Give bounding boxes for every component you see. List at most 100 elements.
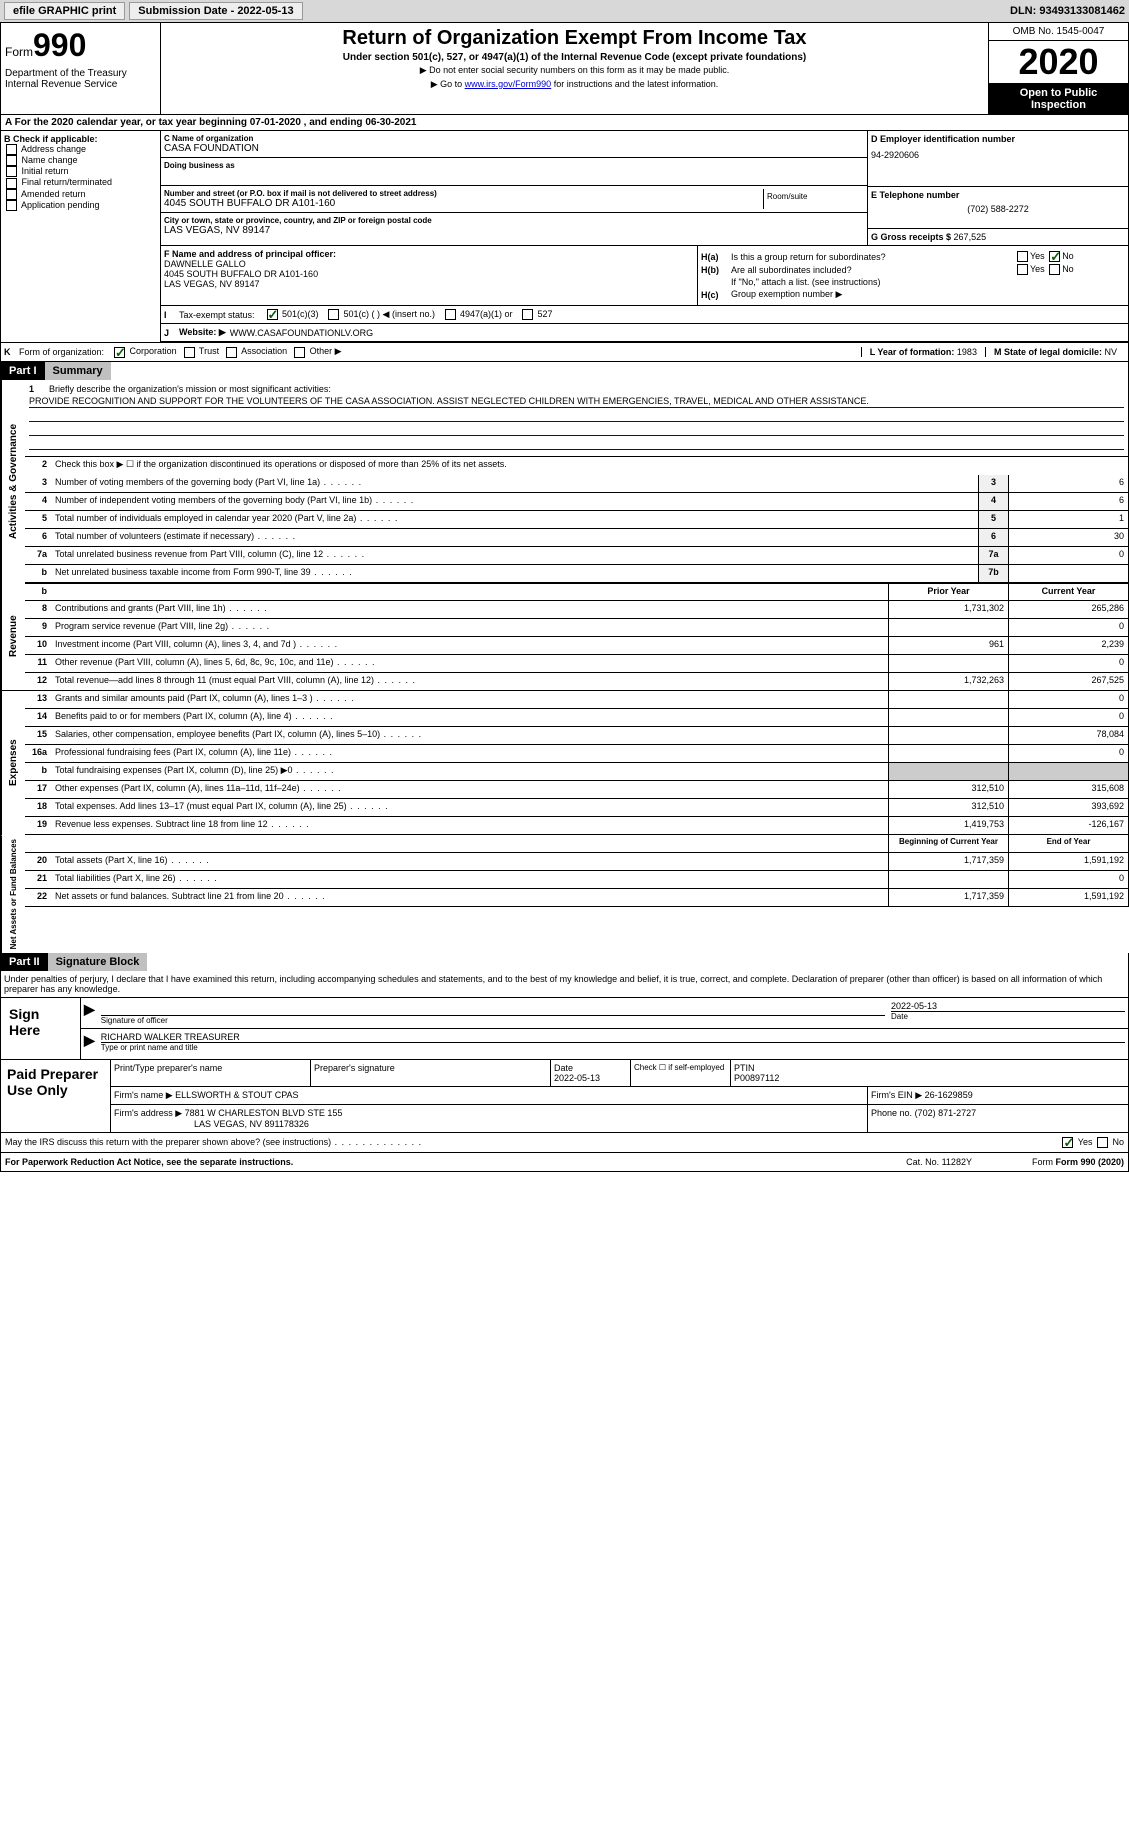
table-row: 14Benefits paid to or for members (Part … [25,709,1129,727]
city-label: City or town, state or province, country… [164,216,864,225]
table-row: 22Net assets or fund balances. Subtract … [25,889,1129,907]
part1-label: Part I [1,362,45,380]
irs-link[interactable]: www.irs.gov/Form990 [465,79,552,89]
k-opts: Corporation Trust Association Other ▶ [112,346,347,357]
addr-label: Number and street (or P.O. box if mail i… [164,189,763,198]
table-row: 4Number of independent voting members of… [25,493,1129,511]
submission-date: Submission Date - 2022-05-13 [129,2,302,20]
tax-year: 2020 [989,41,1128,84]
prep-sig-header: Preparer's signature [311,1060,551,1086]
sign-here-label: Sign Here [1,998,81,1059]
gross-value: 267,525 [954,232,987,242]
table-row: bNet unrelated business taxable income f… [25,565,1129,583]
form-footer: Form Form 990 (2020) [1032,1157,1124,1167]
ptin-value: P00897112 [734,1073,1125,1083]
officer-addr2: LAS VEGAS, NV 89147 [164,279,694,289]
efile-button[interactable]: efile GRAPHIC print [4,2,125,20]
m-val: NV [1104,347,1117,357]
b-check-item: Name change [4,155,157,166]
table-row: 11Other revenue (Part VIII, column (A), … [25,655,1129,673]
prep-name-header: Print/Type preparer's name [111,1060,311,1086]
hb-note: If "No," attach a list. (see instruction… [701,277,1125,287]
prep-phone-label: Phone no. [871,1108,912,1118]
sig-officer-label: Signature of officer [101,1015,885,1025]
prep-phone: (702) 871-2727 [915,1108,977,1118]
i-text: Tax-exempt status: [179,310,255,320]
hc-text: Group exemption number ▶ [731,289,1125,300]
table-row: 21Total liabilities (Part X, line 26)0 [25,871,1129,889]
form-number: 990 [33,27,86,63]
ein-value: 94-2920606 [871,150,1125,160]
k-label: K [4,347,19,357]
disclaimer: Under penalties of perjury, I declare th… [0,971,1129,998]
form-footer-text: Form 990 (2020) [1055,1157,1124,1167]
side-revenue: Revenue [1,583,25,691]
c-name-label: C Name of organization [164,134,864,143]
ptin-header: PTIN [734,1063,1125,1073]
print-name-label: Type or print name and title [101,1042,1125,1052]
link-pre: ▶ Go to [431,79,465,89]
dept-label: Department of the Treasury Internal Reve… [5,68,156,90]
ein-label: D Employer identification number [871,134,1125,144]
table-row: 6Total number of volunteers (estimate if… [25,529,1129,547]
b-check-item: Application pending [4,200,157,211]
table-row: 5Total number of individuals employed in… [25,511,1129,529]
hb-label: H(b) [701,265,731,275]
prep-date: 2022-05-13 [554,1073,627,1083]
gross-label: G Gross receipts $ [871,232,954,242]
prep-date-header: Date [554,1063,627,1073]
form-prefix: Form [5,45,33,59]
end-year-header: End of Year [1008,835,1128,852]
row-a: A For the 2020 calendar year, or tax yea… [0,115,1129,131]
table-row: 13Grants and similar amounts paid (Part … [25,691,1129,709]
current-year-header: Current Year [1008,584,1128,600]
begin-year-header: Beginning of Current Year [888,835,1008,852]
org-name: CASA FOUNDATION [164,143,864,154]
col-b-checks: B Check if applicable: Address change Na… [1,131,161,342]
l-val: 1983 [957,347,977,357]
cat-no: Cat. No. 11282Y [906,1157,972,1167]
firm-ein: 26-1629859 [925,1090,973,1100]
b-title: B Check if applicable: [4,134,157,144]
table-row: 7aTotal unrelated business revenue from … [25,547,1129,565]
table-row: 15Salaries, other compensation, employee… [25,727,1129,745]
link-post: for instructions and the latest informat… [551,79,718,89]
open-public: Open to Public Inspection [989,84,1128,114]
part1-title: Summary [45,362,111,380]
phone-value: (702) 588-2272 [871,204,1125,214]
table-row: 20Total assets (Part X, line 16)1,717,35… [25,853,1129,871]
firm-addr-label: Firm's address ▶ [114,1108,182,1118]
firm-ein-label: Firm's EIN ▶ [871,1090,922,1100]
form-title: Return of Organization Exempt From Incom… [165,27,984,50]
side-expenses: Expenses [1,691,25,835]
table-row: 16aProfessional fundraising fees (Part I… [25,745,1129,763]
phone-label: E Telephone number [871,190,1125,200]
officer-print-name: RICHARD WALKER TREASURER [101,1032,1125,1042]
officer-addr1: 4045 SOUTH BUFFALO DR A101-160 [164,269,694,279]
table-row: 12Total revenue—add lines 8 through 11 (… [25,673,1129,691]
ha-label: H(a) [701,252,731,262]
l-label: L Year of formation: [870,347,957,357]
side-net: Net Assets or Fund Balances [1,835,25,953]
header-b: b [25,584,51,600]
firm-name: ELLSWORTH & STOUT CPAS [175,1090,298,1100]
irs-discuss: May the IRS discuss this return with the… [5,1137,422,1147]
table-row: 9Program service revenue (Part VIII, lin… [25,619,1129,637]
table-row: 19Revenue less expenses. Subtract line 1… [25,817,1129,835]
mission-text: PROVIDE RECOGNITION AND SUPPORT FOR THE … [29,396,1124,408]
hb-yesno: Yes No [1015,264,1125,275]
discuss-yesno: Yes No [1060,1137,1124,1148]
officer-name: DAWNELLE GALLO [164,259,694,269]
form-subtitle: Under section 501(c), 527, or 4947(a)(1)… [165,52,984,63]
firm-addr: 7881 W CHARLESTON BLVD STE 155 [185,1108,343,1118]
line1-num: 1 [29,384,49,394]
table-row: 18Total expenses. Add lines 13–17 (must … [25,799,1129,817]
dln: DLN: 93493133081462 [1010,5,1125,17]
ha-text: Is this a group return for subordinates? [731,252,1015,262]
m-label: M State of legal domicile: [994,347,1105,357]
form-header: Form990 Department of the Treasury Inter… [0,22,1129,115]
city-state-zip: LAS VEGAS, NV 89147 [164,225,864,236]
sign-date-label: Date [891,1011,1125,1021]
omb-number: OMB No. 1545-0047 [989,23,1128,41]
table-row: 10Investment income (Part VIII, column (… [25,637,1129,655]
